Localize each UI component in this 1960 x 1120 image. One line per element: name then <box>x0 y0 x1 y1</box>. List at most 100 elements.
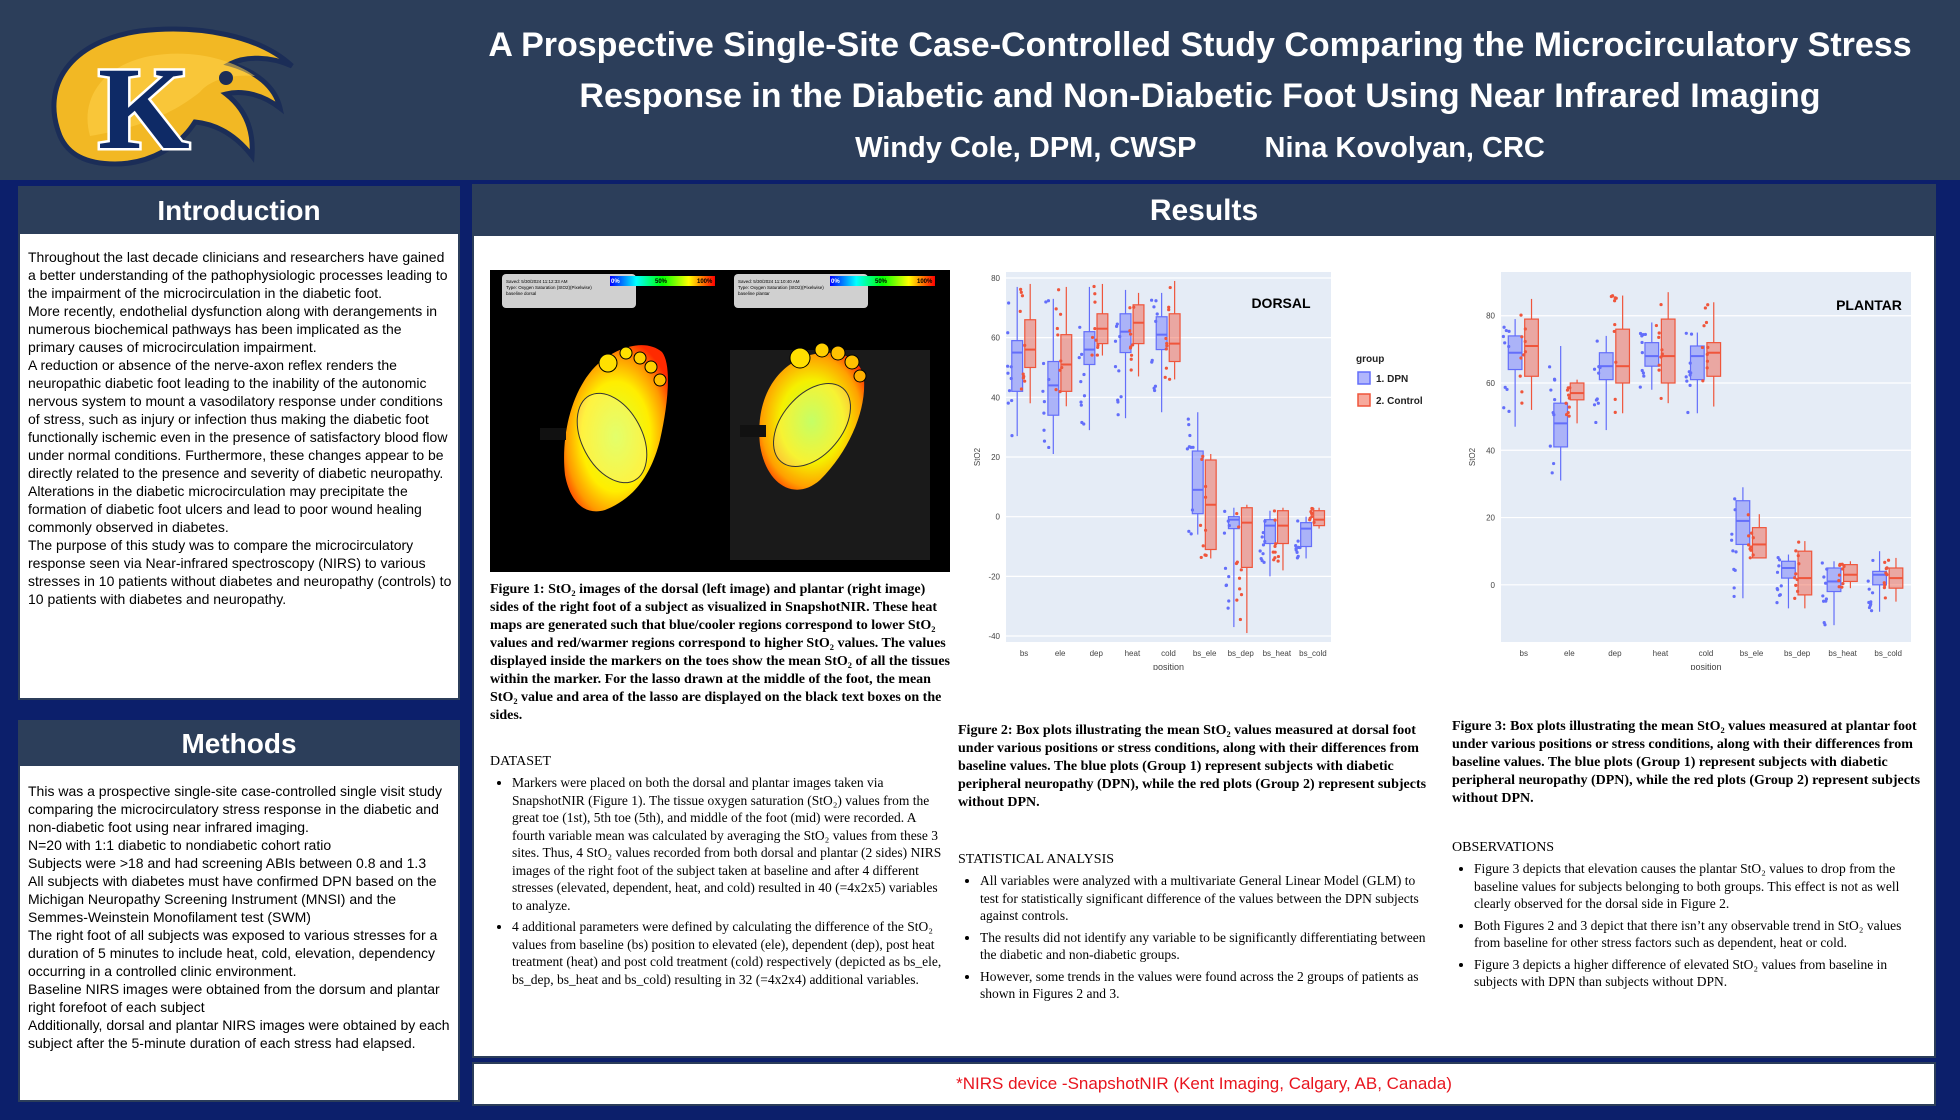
data-point <box>1613 410 1617 414</box>
data-point <box>1018 309 1022 313</box>
data-point <box>1749 545 1753 549</box>
data-point <box>1296 519 1300 523</box>
right-image-stamp-text: Saved: 5/30/2024 11:10:40 AM Type: Oxygen… <box>738 279 824 296</box>
right-colorbar <box>830 276 935 286</box>
data-point <box>1566 410 1570 415</box>
data-point <box>1746 543 1751 547</box>
data-point <box>1189 532 1193 536</box>
y-tick-label: 60 <box>991 334 1000 343</box>
data-point <box>1023 379 1027 383</box>
box-iqr <box>1751 527 1767 559</box>
data-point <box>1687 370 1691 374</box>
data-point <box>1730 538 1734 542</box>
toe-marker <box>644 360 658 374</box>
box-iqr <box>1781 560 1796 579</box>
data-point <box>1060 365 1064 370</box>
statistical-bullet: The results did not identify any variabl… <box>980 929 1428 964</box>
y-tick-label: 60 <box>1486 379 1495 388</box>
data-point <box>1505 387 1509 392</box>
data-point <box>1093 326 1097 331</box>
data-point <box>1705 359 1710 363</box>
data-point <box>1006 331 1010 335</box>
left-colorbar <box>610 276 715 286</box>
data-point <box>1116 400 1120 404</box>
legend-swatch <box>1357 393 1371 407</box>
data-point <box>1568 386 1572 390</box>
data-point <box>1007 301 1011 305</box>
data-point <box>1113 339 1118 343</box>
data-point <box>1641 371 1645 375</box>
golden-eagle-k-logo-icon: K <box>51 26 294 176</box>
x-tick-label: dep <box>1608 649 1622 658</box>
data-point <box>1869 609 1874 613</box>
box-iqr <box>1300 522 1313 548</box>
data-point <box>1167 305 1171 309</box>
toe-marker <box>619 346 633 360</box>
methods-paragraph: The right foot of all subjects was expos… <box>28 927 438 979</box>
observations-heading: OBSERVATIONS <box>1452 840 1555 855</box>
data-point <box>1520 335 1524 339</box>
data-point <box>1882 586 1887 590</box>
methods-heading: Methods <box>20 722 458 766</box>
data-point <box>1023 343 1027 347</box>
y-axis-label: StO2 <box>1468 447 1477 466</box>
data-point <box>1519 356 1523 360</box>
data-point <box>1163 375 1167 379</box>
observation-bullet: Both Figures 2 and 3 depict that there i… <box>1474 917 1922 952</box>
data-point <box>1548 365 1552 369</box>
data-point <box>1222 531 1227 535</box>
data-point <box>1258 549 1262 553</box>
poster-title-line-1: A Prospective Single-Site Case-Controlle… <box>488 26 1912 64</box>
data-point <box>1638 385 1642 389</box>
data-point <box>1261 552 1265 556</box>
toe-marker <box>633 351 647 365</box>
data-point <box>1822 575 1826 579</box>
data-point <box>1796 554 1800 558</box>
data-point <box>1128 332 1133 336</box>
data-point <box>1154 319 1158 324</box>
y-axis-label: StO2 <box>973 447 982 466</box>
data-point <box>1223 509 1227 513</box>
data-point <box>1153 384 1158 388</box>
figure-3-caption: Figure 3: Box plots illustrating the mea… <box>1452 719 1921 806</box>
data-point <box>1640 351 1644 355</box>
x-tick-label: ele <box>1564 649 1575 658</box>
data-point <box>1657 363 1661 367</box>
x-tick-label: bs <box>1520 649 1528 658</box>
data-point <box>1734 550 1738 554</box>
box-iqr <box>1735 500 1751 546</box>
data-point <box>1550 471 1554 475</box>
data-point <box>1273 544 1277 549</box>
footnote-panel: *NIRS device -SnapshotNIR (Kent Imaging,… <box>472 1062 1936 1106</box>
intro-paragraph: More recently, endothelial dysfunction a… <box>28 303 438 355</box>
data-point <box>1871 558 1875 563</box>
data-point <box>1520 401 1524 405</box>
data-point <box>1260 535 1264 539</box>
legend-entry: 1. DPN <box>1376 374 1408 385</box>
box-iqr <box>1191 450 1204 515</box>
x-tick-label: bs_dep <box>1784 649 1811 658</box>
chart-title: DORSAL <box>1251 295 1311 311</box>
introduction-panel: Introduction Throughout the last decade … <box>18 186 460 700</box>
data-point <box>1079 403 1083 407</box>
data-point <box>1227 599 1231 603</box>
data-point <box>1295 550 1299 554</box>
data-point <box>1824 581 1828 585</box>
data-point <box>1793 596 1797 600</box>
data-point <box>1276 559 1280 563</box>
data-point <box>1272 509 1277 513</box>
intro-paragraph: Alterations in the diabetic microcircula… <box>28 483 422 535</box>
box-iqr <box>1689 345 1705 381</box>
data-point <box>1523 327 1527 331</box>
data-point <box>1747 534 1751 538</box>
data-point <box>1594 420 1598 425</box>
data-point <box>1227 575 1231 579</box>
data-point <box>1056 288 1061 292</box>
lasso-value-box <box>740 425 766 437</box>
data-point <box>1732 586 1736 590</box>
data-point <box>1824 599 1828 603</box>
data-point <box>1507 344 1511 349</box>
data-point <box>1613 296 1617 300</box>
methods-body: This was a prospective single-site case-… <box>20 766 458 1052</box>
figure-1-nir-images: Saved: 5/30/2024 11:12:33 AM Type: Oxygen… <box>490 270 950 572</box>
